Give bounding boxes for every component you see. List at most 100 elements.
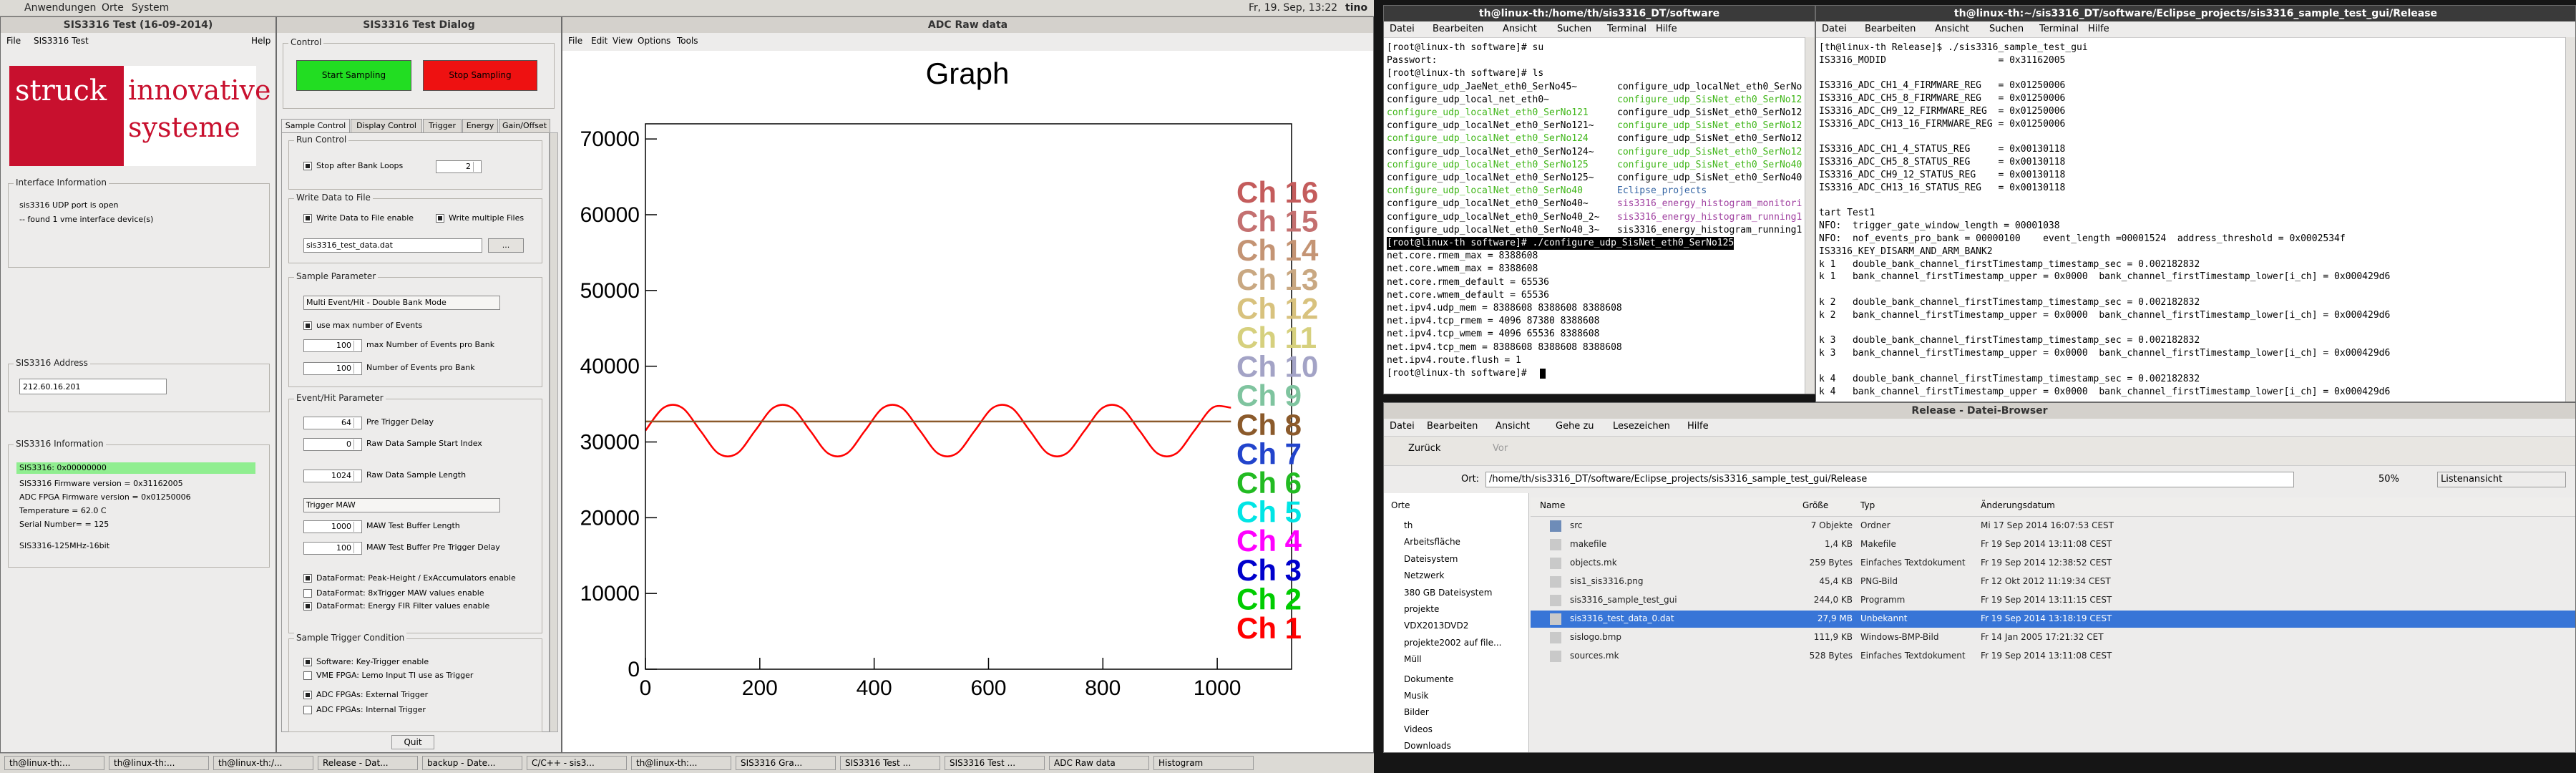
taskbar-item[interactable]: th@linux-th:... (109, 756, 209, 770)
taskbar-item[interactable]: ADC Raw data (1049, 756, 1149, 770)
sidebar-item[interactable]: Downloads (1404, 741, 1451, 752)
menu-item[interactable]: Hilfe (1687, 421, 1709, 432)
text-input[interactable]: sis3316_test_data.dat (303, 238, 482, 253)
sidebar-item[interactable]: Bilder (1404, 707, 1429, 718)
checkbox[interactable] (303, 671, 312, 680)
panel-menu[interactable]: Anwendungen (24, 2, 97, 14)
taskbar-item[interactable]: SIS3316 Gra... (736, 756, 836, 770)
sidebar-item[interactable]: Videos (1404, 724, 1433, 734)
file-name[interactable]: makefile (1570, 539, 1607, 549)
menu-item[interactable]: Edit (591, 36, 608, 46)
taskbar-item[interactable]: SIS3316 Test ... (945, 756, 1045, 770)
column-header-label[interactable]: Typ (1860, 500, 1875, 510)
spin-box[interactable]: 0 (303, 438, 362, 451)
menu-item[interactable]: Bearbeiten (1427, 421, 1478, 432)
checkbox[interactable] (303, 162, 312, 170)
spin-box[interactable]: 100 (303, 542, 362, 555)
sidebar-item[interactable]: Arbeitsfläche (1404, 537, 1460, 548)
sidebar-item[interactable]: Dateisystem (1404, 553, 1458, 564)
file-name[interactable]: sislogo.bmp (1570, 632, 1621, 642)
sidebar-item[interactable]: th (1404, 520, 1413, 530)
menu-item[interactable]: Lesezeichen (1613, 421, 1670, 432)
stop-button[interactable]: Stop Sampling (423, 60, 537, 91)
menu-item[interactable]: Hilfe (1656, 24, 1677, 34)
menu-item[interactable]: Datei (1822, 24, 1847, 34)
menu-item[interactable]: Help (251, 36, 271, 46)
browse-button[interactable]: ... (488, 238, 524, 253)
tab[interactable]: Display Control (351, 119, 422, 133)
sidebar-item[interactable]: 380 GB Dateisystem (1404, 587, 1493, 598)
file-name[interactable]: src (1570, 520, 1583, 530)
taskbar-item[interactable]: backup - Date... (422, 756, 522, 770)
view-select[interactable]: Listenansicht (2437, 472, 2566, 487)
menu-item[interactable]: Options (638, 36, 671, 46)
checkbox[interactable] (303, 691, 312, 699)
address-input[interactable]: 212.60.16.201 (19, 379, 167, 394)
select[interactable]: Multi Event/Hit - Double Bank Mode (303, 296, 500, 310)
menu-item[interactable]: Ansicht (1503, 24, 1538, 34)
checkbox[interactable] (303, 658, 312, 666)
menu-item[interactable]: Hilfe (2088, 24, 2109, 34)
sidebar-item[interactable]: VDX2013DVD2 (1404, 621, 1469, 631)
file-name[interactable]: sis3316_sample_test_gui (1570, 595, 1677, 605)
sidebar-item[interactable]: Netzwerk (1404, 570, 1445, 581)
checkbox[interactable] (303, 214, 312, 223)
menu-item[interactable]: Suchen (1989, 24, 2024, 34)
taskbar-item[interactable]: C/C++ - sis3... (527, 756, 627, 770)
tab[interactable]: Gain/Offset (499, 119, 550, 133)
sidebar-item[interactable]: projekte2002 auf file... (1404, 637, 1502, 648)
select[interactable]: Trigger MAW (303, 498, 500, 512)
tab[interactable]: Trigger (423, 119, 462, 133)
file-name[interactable]: sis1_sis3316.png (1570, 576, 1644, 586)
menu-item[interactable]: Tools (677, 36, 698, 46)
taskbar-item[interactable]: th@linux-th:... (4, 756, 104, 770)
sidebar-item[interactable]: Dokumente (1404, 674, 1454, 684)
spin-box[interactable]: 64 (303, 417, 362, 429)
panel-menu[interactable]: Orte (102, 2, 124, 14)
column-header-label[interactable]: Größe (1802, 500, 1829, 510)
taskbar-item[interactable]: th@linux-th:... (631, 756, 731, 770)
menu-item[interactable]: Gehe zu (1556, 421, 1594, 432)
column-header-label[interactable]: Änderungsdatum (1981, 500, 2055, 510)
menu-item[interactable]: Bearbeiten (1865, 24, 1916, 34)
tab[interactable]: Energy (462, 119, 498, 133)
checkbox[interactable] (303, 574, 312, 583)
checkbox[interactable] (303, 706, 312, 714)
menu-item[interactable]: Datei (1390, 421, 1415, 432)
panel-menu[interactable]: System (132, 2, 170, 14)
checkbox[interactable] (303, 602, 312, 611)
menu-item[interactable]: Bearbeiten (1433, 24, 1484, 34)
spin-box[interactable]: 2 (436, 160, 482, 173)
spin-box[interactable]: 100 (303, 362, 362, 375)
menu-item[interactable]: Ansicht (1496, 421, 1531, 432)
sidebar-item[interactable]: projekte (1404, 604, 1440, 614)
spin-box[interactable]: 100 (303, 339, 362, 352)
menu-item[interactable]: Suchen (1557, 24, 1592, 34)
file-name[interactable]: sources.mk (1570, 651, 1619, 661)
taskbar-item[interactable]: Release - Dat... (318, 756, 418, 770)
start-button[interactable]: Start Sampling (296, 60, 411, 91)
checkbox[interactable] (303, 589, 312, 598)
quit-button[interactable]: Quit (391, 735, 434, 749)
column-header-label[interactable]: Name (1540, 500, 1566, 510)
spin-box[interactable]: 1000 (303, 520, 362, 533)
checkbox[interactable] (436, 214, 444, 223)
taskbar-item[interactable]: Histogram (1153, 756, 1254, 770)
menu-item[interactable]: SIS3316 Test (34, 36, 89, 46)
menu-item[interactable]: File (6, 36, 21, 46)
taskbar-item[interactable]: SIS3316 Test ... (840, 756, 940, 770)
tab[interactable]: Sample Control (281, 119, 350, 133)
checkbox[interactable] (303, 321, 312, 330)
taskbar-item[interactable]: th@linux-th:/... (213, 756, 313, 770)
back-button[interactable]: Zurück (1408, 443, 1441, 454)
menu-item[interactable]: Ansicht (1935, 24, 1970, 34)
sidebar-item[interactable]: Musik (1404, 691, 1429, 701)
menu-item[interactable]: View (613, 36, 633, 46)
menu-item[interactable]: Terminal (2039, 24, 2079, 34)
location-input[interactable]: /home/th/sis3316_DT/software/Eclipse_pro… (1485, 472, 2294, 487)
forward-button[interactable]: Vor (1493, 443, 1508, 454)
menu-item[interactable]: Datei (1390, 24, 1415, 34)
menu-item[interactable]: File (568, 36, 583, 46)
menu-item[interactable]: Terminal (1607, 24, 1646, 34)
spin-box[interactable]: 1024 (303, 470, 362, 482)
